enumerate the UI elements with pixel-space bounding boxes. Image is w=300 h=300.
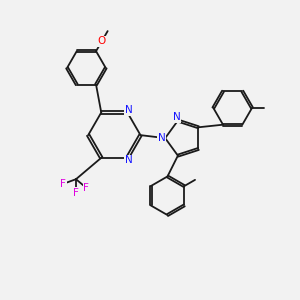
Text: N: N [158,133,166,142]
Text: F: F [61,179,66,189]
Text: N: N [172,112,180,122]
Text: F: F [73,188,79,198]
Text: O: O [98,36,106,46]
Text: F: F [83,183,89,193]
Text: N: N [125,105,133,115]
Text: N: N [125,155,133,165]
